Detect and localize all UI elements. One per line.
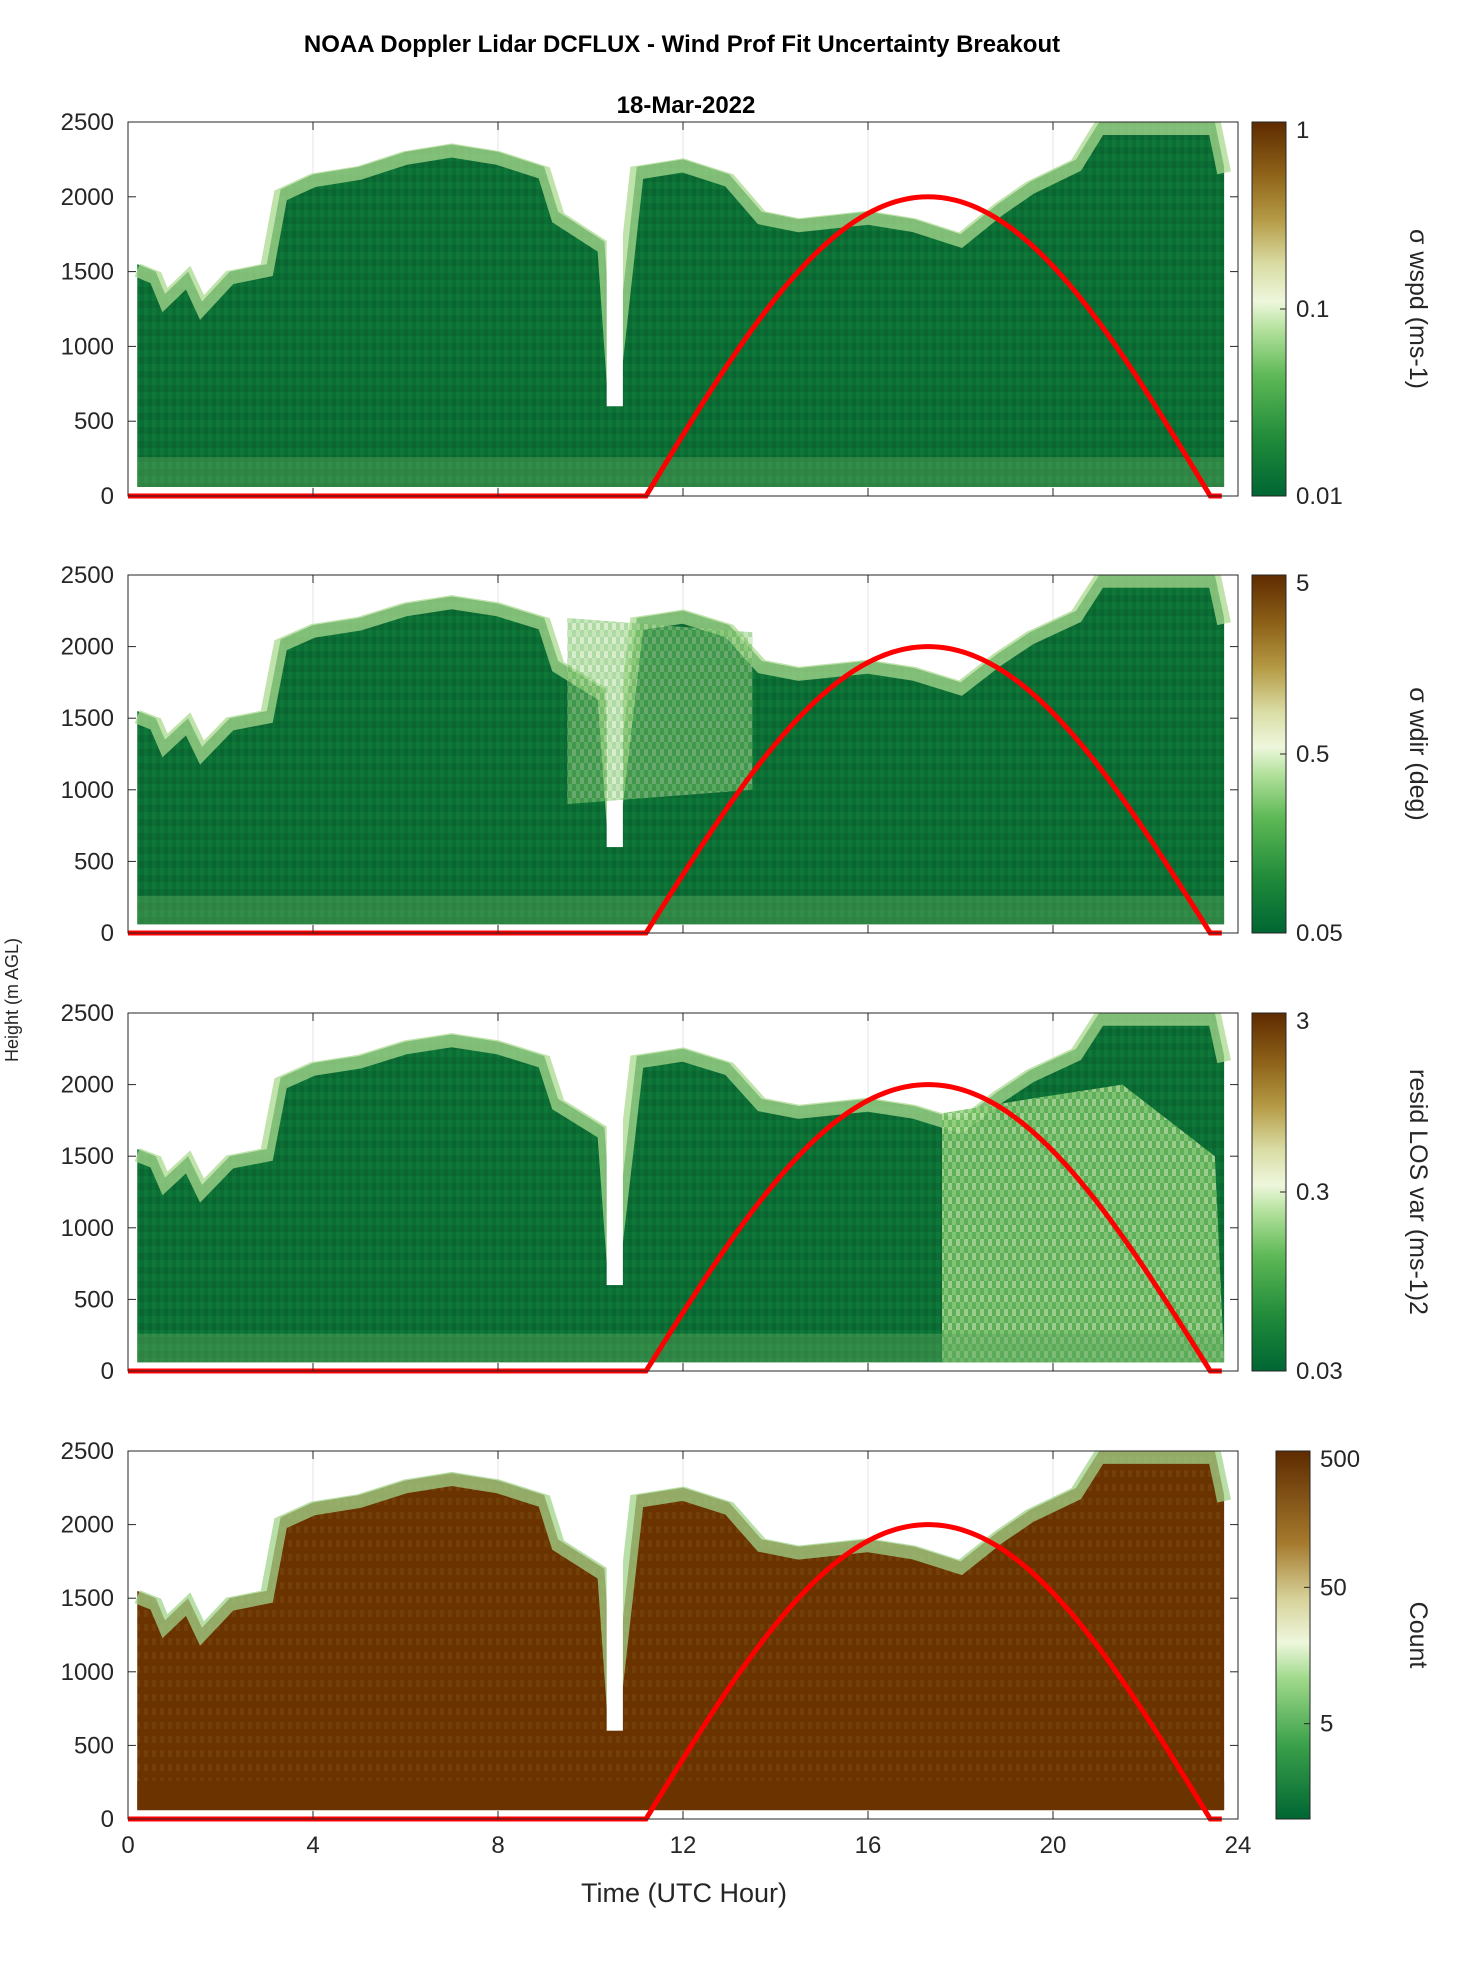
- near-surface-band: [137, 1333, 1225, 1363]
- colorbar-tick-label: 0.03: [1296, 1358, 1343, 1385]
- y-tick-label: 500: [74, 848, 114, 875]
- y-tick-label: 1500: [61, 1143, 114, 1170]
- y-tick-label: 2500: [61, 562, 114, 589]
- y-tick-label: 1000: [61, 777, 114, 804]
- cloud-top-band: [134, 1013, 1231, 1263]
- data-gap: [606, 122, 623, 407]
- heatmap-field: [134, 1013, 1231, 1363]
- y-tick-label: 0: [101, 920, 114, 947]
- y-tick-label: 500: [74, 1286, 114, 1313]
- colorbar-label: resid LOS var (ms-1)2: [1404, 1069, 1432, 1315]
- x-tick-label: 8: [491, 1832, 504, 1859]
- colorbar-tick-label: 50: [1320, 1574, 1347, 1601]
- cloud-top-band: [134, 122, 1231, 384]
- shared-y-label: Height (m AGL): [2, 938, 22, 1062]
- colorbar-tick-label: 0.5: [1296, 741, 1329, 768]
- y-tick-label: 2500: [61, 1438, 114, 1465]
- panel-3: 0 500 1000 1500 2000 2500 0.03 0.3 3 resid LOS va…: [61, 1000, 1432, 1385]
- y-tick-label: 1000: [61, 333, 114, 360]
- y-tick-label: 2500: [61, 109, 114, 136]
- colorbar-tick-label: 1: [1296, 117, 1309, 144]
- near-surface-band: [137, 1780, 1225, 1811]
- colorbar-label: σ wdir (deg): [1404, 687, 1432, 821]
- colorbar-tick-label: 5: [1320, 1711, 1333, 1738]
- x-tick-label: 24: [1225, 1832, 1252, 1859]
- data-gap: [606, 1013, 623, 1286]
- y-tick-label: 2000: [61, 634, 114, 661]
- high-variance-region: [942, 1084, 1225, 1363]
- colorbar-label: Count: [1404, 1602, 1432, 1669]
- x-axis-label: Time (UTC Hour): [581, 1878, 787, 1908]
- x-tick-label: 12: [670, 1832, 697, 1859]
- y-tick-label: 2000: [61, 1072, 114, 1099]
- colorbar-tick-label: 0.05: [1296, 920, 1343, 947]
- colorbar-tick-label: 0.3: [1296, 1179, 1329, 1206]
- colorbar-tick-label: 3: [1296, 1008, 1309, 1035]
- y-tick-label: 0: [101, 483, 114, 510]
- x-tick-label: 4: [306, 1832, 319, 1859]
- y-tick-label: 2000: [61, 184, 114, 211]
- colorbar: [1275, 1450, 1311, 1820]
- panel-4: 0 500 1000 1500 2000 2500 0 4 8 12 16 20 24 5 50 500 Cou…: [61, 1438, 1432, 1859]
- heatmap-field: [134, 575, 1231, 925]
- colorbar-tick-label: 0.1: [1296, 296, 1329, 323]
- y-tick-label: 2500: [61, 1000, 114, 1027]
- y-tick-label: 500: [74, 408, 114, 435]
- y-tick-label: 0: [101, 1358, 114, 1385]
- x-tick-label: 20: [1040, 1832, 1067, 1859]
- colorbar-tick-label: 5: [1296, 570, 1309, 597]
- panel-2: 0 500 1000 1500 2000 2500 0.05 0.5 5 σ wdir (deg): [61, 562, 1432, 947]
- y-tick-label: 1500: [61, 1585, 114, 1612]
- cloud-top-band: [134, 1451, 1231, 1708]
- figure-title: NOAA Doppler Lidar DCFLUX - Wind Prof Fi…: [304, 31, 1060, 58]
- colorbar-tick-label: 500: [1320, 1446, 1360, 1473]
- colorbar-label: σ wspd (ms-1): [1404, 229, 1432, 389]
- y-tick-label: 1000: [61, 1215, 114, 1242]
- colorbar-tick-label: 0.01: [1296, 483, 1343, 510]
- y-tick-label: 500: [74, 1732, 114, 1759]
- y-tick-label: 2000: [61, 1512, 114, 1539]
- panel-1: 0 500 1000 1500 2000 2500 0.01 0.1 1 σ wspd (ms-1…: [61, 109, 1432, 510]
- figure-subtitle: 18-Mar-2022: [617, 92, 756, 119]
- near-surface-band: [137, 457, 1225, 488]
- y-tick-label: 0: [101, 1806, 114, 1833]
- y-tick-label: 1000: [61, 1659, 114, 1686]
- y-tick-label: 1500: [61, 705, 114, 732]
- y-tick-label: 1500: [61, 259, 114, 286]
- near-surface-band: [137, 895, 1225, 925]
- heatmap-field: [134, 122, 1231, 488]
- x-tick-label: 16: [855, 1832, 882, 1859]
- x-tick-label: 0: [121, 1832, 134, 1859]
- heatmap-field: [134, 1451, 1231, 1811]
- heatmap-cells: [137, 1451, 1225, 1811]
- heatmap-cells: [137, 122, 1225, 488]
- data-gap: [606, 1451, 623, 1731]
- high-sigma-region: [567, 617, 753, 805]
